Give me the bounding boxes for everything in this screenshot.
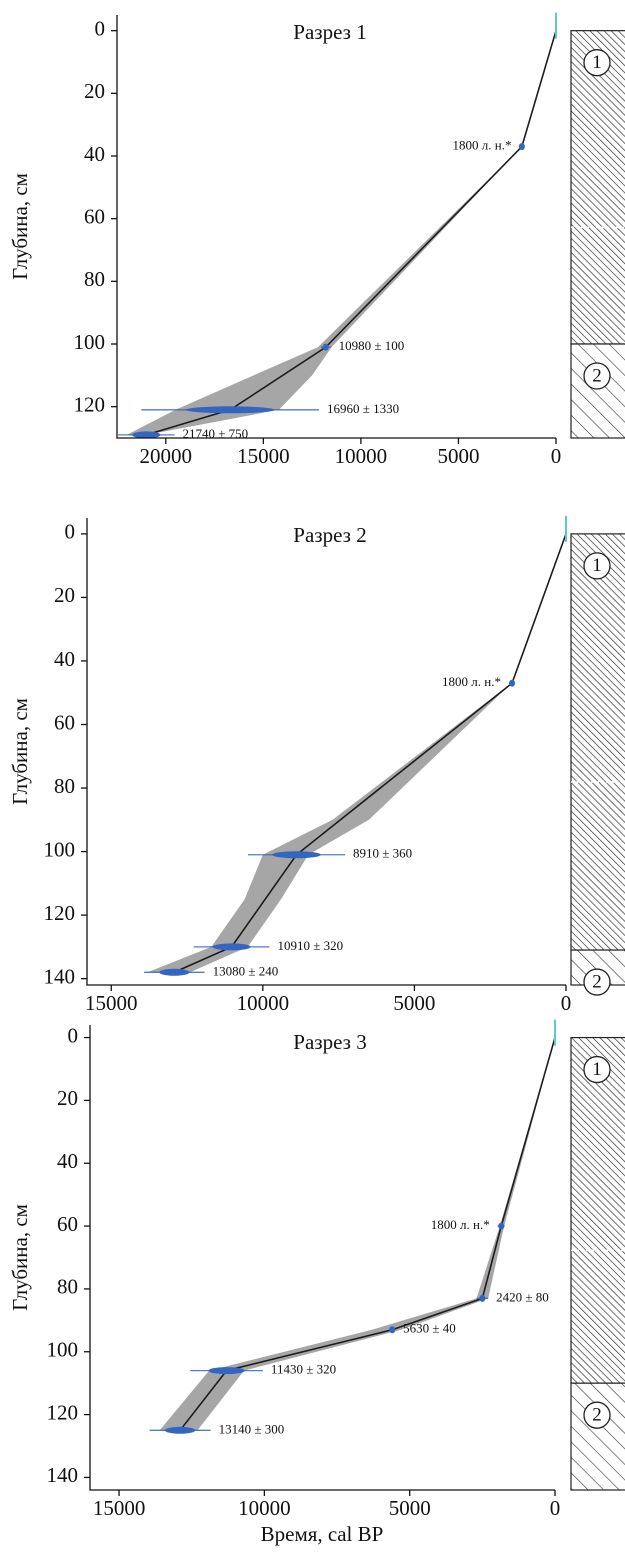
y-tick-label: 40 [54,647,75,671]
y-tick-label: 80 [84,267,105,291]
y-axis-label: Глубина, см [8,173,32,280]
y-tick-label: 120 [44,901,76,925]
date-label: 1800 л. н.* [442,674,501,689]
chart-title: Разрез 2 [293,523,366,547]
y-axis-label: Глубина, см [8,698,32,805]
y-tick-label: 140 [44,964,76,988]
layer-badge [583,362,611,390]
layer [570,30,625,345]
y-tick-label: 80 [54,774,75,798]
date-label: 10980 ± 100 [339,338,405,353]
y-tick-label: 20 [84,79,105,103]
y-tick-label: 0 [65,520,76,544]
layer-label: 2 [592,971,602,992]
x-tick-label: 10000 [237,991,290,1015]
age-model-line [146,30,557,436]
layer-label: 1 [592,52,602,73]
chart-title: Разрез 3 [293,1030,366,1054]
layer-label: 1 [592,1059,602,1080]
y-tick-label: 100 [74,330,106,354]
x-tick-label: 5000 [389,1496,431,1520]
date-point [164,1426,196,1434]
layer-badge [583,1401,611,1429]
x-tick-label: 15000 [93,1496,146,1520]
y-tick-label: 60 [84,204,105,228]
layer [570,1036,625,1384]
date-label: 8910 ± 360 [353,846,412,861]
date-label: 1800 л. н.* [453,138,512,153]
date-point [208,1367,245,1375]
date-point [132,431,161,439]
date-label: 13080 ± 240 [213,963,279,978]
x-tick-label: 0 [561,991,572,1015]
date-point [389,1326,396,1334]
date-point [159,968,190,976]
layer-badge [583,49,611,77]
y-tick-label: 0 [68,1023,79,1047]
y-tick-label: 60 [54,710,75,734]
layer-badge [583,552,611,580]
x-tick-label: 10000 [335,444,388,468]
y-tick-label: 0 [95,16,106,40]
date-label: 10910 ± 320 [278,938,344,953]
date-label: 1800 л. н.* [431,1217,490,1232]
date-label: 21740 ± 750 [183,426,249,441]
x-tick-label: 15000 [85,991,138,1015]
y-tick-label: 40 [57,1149,78,1173]
date-point [518,143,525,151]
uncertainty-band [126,30,556,435]
y-tick-label: 20 [57,1086,78,1110]
layer-badge [583,968,611,996]
y-tick-label: 60 [57,1212,78,1236]
layer-label: 2 [592,365,602,386]
date-point [498,1222,505,1230]
y-tick-label: 120 [74,392,106,416]
x-tick-label: 5000 [393,991,435,1015]
y-tick-label: 40 [84,142,105,166]
layer-label: 2 [592,1405,602,1426]
axis [89,1025,555,1491]
x-tick-label: 0 [550,1496,561,1520]
x-tick-label: 5000 [437,444,479,468]
axis [116,15,556,439]
x-tick-label: 20000 [140,444,193,468]
y-tick-label: 100 [44,837,76,861]
uncertainty-band [147,533,566,973]
x-tick-label: 15000 [237,444,290,468]
y-axis-label: Глубина, см [8,1204,32,1311]
chart-title: Разрез 1 [293,20,366,44]
y-tick-label: 140 [47,1463,79,1487]
date-label: 2420 ± 80 [496,1289,549,1304]
date-point [322,343,329,351]
layer [570,343,625,439]
date-point [509,679,516,687]
axis [86,518,566,986]
date-point [272,851,321,859]
y-tick-label: 100 [47,1338,79,1362]
date-point [479,1294,486,1302]
y-tick-label: 120 [47,1400,79,1424]
x-axis-label: Время, cal BP [261,1522,384,1546]
layer-badge [583,1055,611,1084]
layer-label: 1 [592,555,602,576]
x-tick-label: 10000 [238,1496,291,1520]
date-label: 11430 ± 320 [271,1362,336,1377]
age-model-line [179,1037,556,1431]
date-label: 16960 ± 1330 [327,401,399,416]
uncertainty-band [159,1037,555,1431]
age-model-line [173,533,567,974]
layer [570,1382,625,1491]
y-tick-label: 20 [54,583,75,607]
date-point [185,406,275,414]
date-point [212,943,251,951]
x-tick-label: 0 [551,444,562,468]
date-label: 5630 ± 40 [403,1321,456,1336]
y-tick-label: 80 [57,1275,78,1299]
layer [570,533,625,951]
date-label: 13140 ± 300 [219,1421,285,1436]
